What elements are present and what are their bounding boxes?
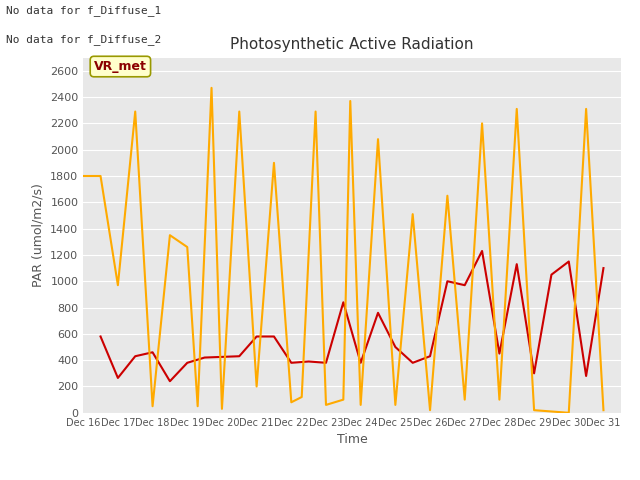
X-axis label: Time: Time xyxy=(337,433,367,446)
Title: Photosynthetic Active Radiation: Photosynthetic Active Radiation xyxy=(230,37,474,52)
Y-axis label: PAR (umol/m2/s): PAR (umol/m2/s) xyxy=(31,183,45,287)
Text: VR_met: VR_met xyxy=(94,60,147,73)
Text: No data for f_Diffuse_2: No data for f_Diffuse_2 xyxy=(6,34,162,45)
Text: No data for f_Diffuse_1: No data for f_Diffuse_1 xyxy=(6,5,162,16)
